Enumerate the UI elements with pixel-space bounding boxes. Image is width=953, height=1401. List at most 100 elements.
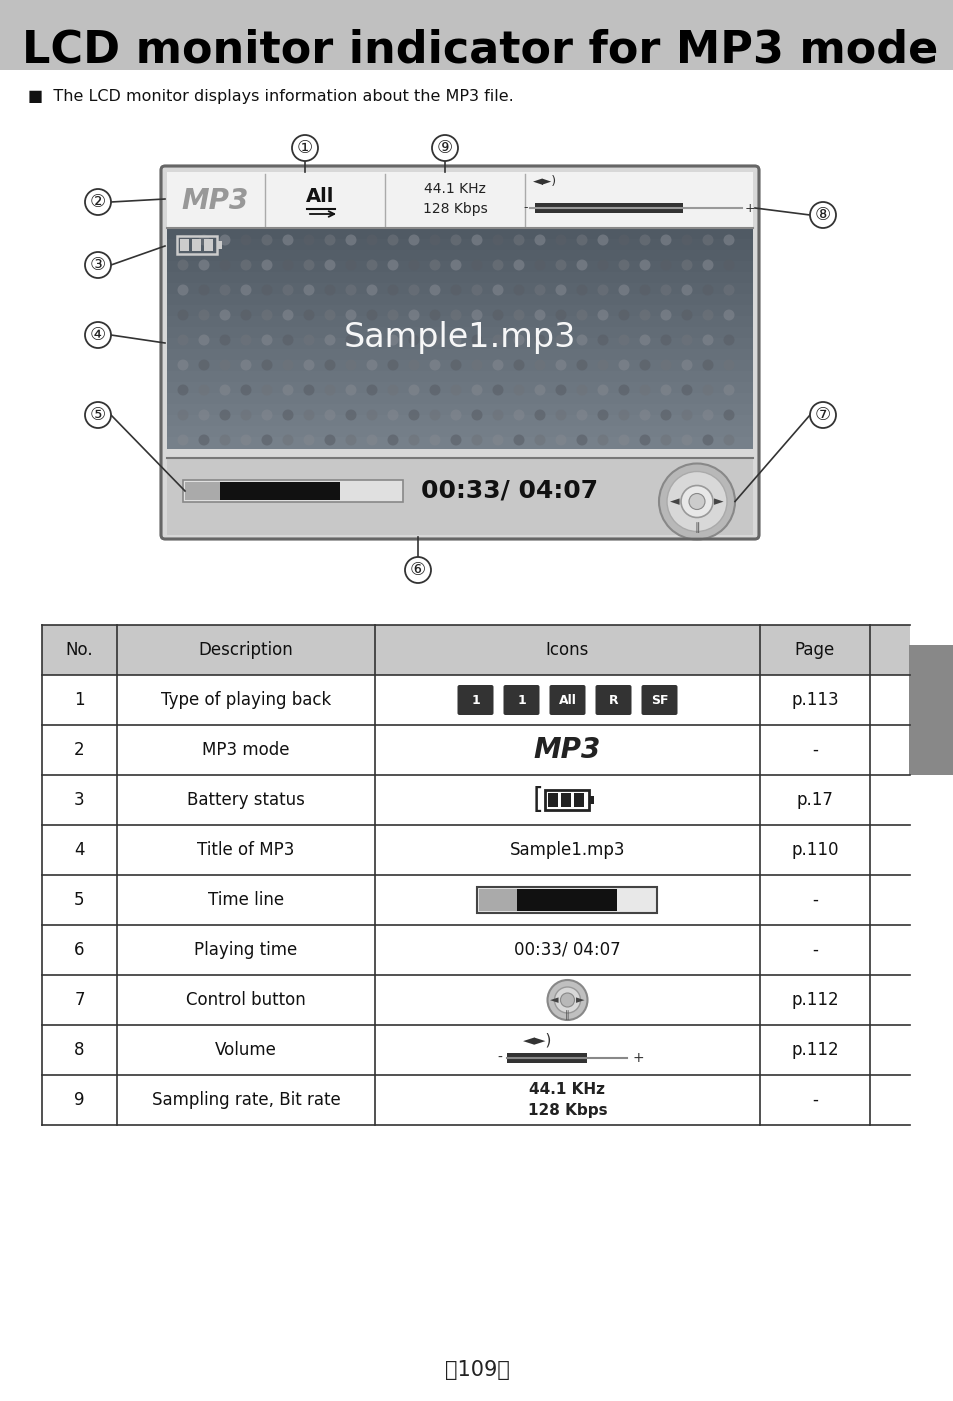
Circle shape [659, 360, 671, 370]
Text: -: - [497, 1051, 502, 1065]
Circle shape [639, 384, 650, 395]
Circle shape [345, 335, 356, 346]
Circle shape [680, 310, 692, 321]
Text: ⑥: ⑥ [410, 560, 426, 579]
Circle shape [450, 409, 461, 420]
Text: Playing time: Playing time [194, 941, 297, 960]
Circle shape [324, 335, 335, 346]
Circle shape [366, 234, 377, 245]
Bar [42, 724, 909, 775]
Circle shape [680, 259, 692, 270]
Circle shape [324, 234, 335, 245]
Circle shape [324, 310, 335, 321]
Circle shape [722, 284, 734, 296]
Circle shape [408, 360, 419, 370]
Circle shape [366, 310, 377, 321]
Circle shape [618, 310, 629, 321]
Circle shape [240, 259, 252, 270]
Circle shape [555, 259, 566, 270]
Bar [167, 360, 752, 373]
Text: ①: ① [296, 139, 313, 157]
Circle shape [576, 310, 587, 321]
Circle shape [282, 434, 294, 446]
Circle shape [177, 259, 189, 270]
Circle shape [198, 284, 210, 296]
Bar [167, 326, 752, 339]
Circle shape [639, 335, 650, 346]
Text: ◄►): ◄►) [522, 1033, 552, 1048]
Bar [167, 338, 752, 350]
Circle shape [345, 384, 356, 395]
Circle shape [555, 335, 566, 346]
Circle shape [177, 234, 189, 245]
Circle shape [618, 409, 629, 420]
Text: ∥: ∥ [694, 523, 700, 532]
Circle shape [408, 384, 419, 395]
Circle shape [659, 234, 671, 245]
Circle shape [618, 335, 629, 346]
Circle shape [547, 981, 587, 1020]
Circle shape [576, 335, 587, 346]
Circle shape [450, 384, 461, 395]
Circle shape [387, 310, 398, 321]
Text: Sample1.mp3: Sample1.mp3 [509, 841, 624, 859]
Circle shape [366, 434, 377, 446]
Text: -: - [811, 941, 817, 960]
Circle shape [618, 384, 629, 395]
Text: ⑧: ⑧ [814, 206, 830, 224]
Bar [167, 349, 752, 361]
Circle shape [261, 384, 273, 395]
Text: Control button: Control button [186, 991, 306, 1009]
Bar [42, 975, 909, 1026]
Circle shape [198, 259, 210, 270]
Circle shape [408, 234, 419, 245]
Circle shape [722, 234, 734, 245]
Circle shape [345, 284, 356, 296]
Text: +: + [632, 1051, 643, 1065]
Text: ◄: ◄ [670, 495, 679, 509]
Circle shape [554, 986, 579, 1013]
Circle shape [198, 360, 210, 370]
Circle shape [219, 384, 231, 395]
Bar [167, 172, 752, 230]
Circle shape [366, 409, 377, 420]
Circle shape [177, 360, 189, 370]
Text: Description: Description [198, 642, 294, 658]
Circle shape [809, 202, 835, 228]
Circle shape [639, 409, 650, 420]
Text: MP3: MP3 [181, 186, 249, 214]
Circle shape [387, 434, 398, 446]
Circle shape [680, 409, 692, 420]
Circle shape [513, 434, 524, 446]
Circle shape [303, 234, 314, 245]
Circle shape [387, 384, 398, 395]
Circle shape [408, 310, 419, 321]
Bar [589, 796, 594, 804]
Circle shape [240, 310, 252, 321]
Circle shape [659, 434, 671, 446]
Circle shape [534, 409, 545, 420]
Circle shape [680, 234, 692, 245]
Circle shape [240, 434, 252, 446]
Circle shape [471, 284, 482, 296]
Circle shape [576, 259, 587, 270]
Bar [42, 625, 909, 675]
Circle shape [722, 409, 734, 420]
Circle shape [722, 434, 734, 446]
Circle shape [618, 434, 629, 446]
Bar [167, 382, 752, 394]
Circle shape [659, 409, 671, 420]
Circle shape [261, 409, 273, 420]
Circle shape [387, 284, 398, 296]
Text: [: [ [532, 786, 543, 814]
Circle shape [261, 360, 273, 370]
Circle shape [639, 234, 650, 245]
Circle shape [471, 360, 482, 370]
Text: Sample1.mp3: Sample1.mp3 [343, 321, 576, 354]
Text: ■  The LCD monitor displays information about the MP3 file.: ■ The LCD monitor displays information a… [28, 90, 514, 105]
FancyBboxPatch shape [595, 685, 631, 715]
Bar [185, 482, 220, 500]
Circle shape [618, 234, 629, 245]
Text: ⑨: ⑨ [436, 139, 453, 157]
Circle shape [429, 310, 440, 321]
